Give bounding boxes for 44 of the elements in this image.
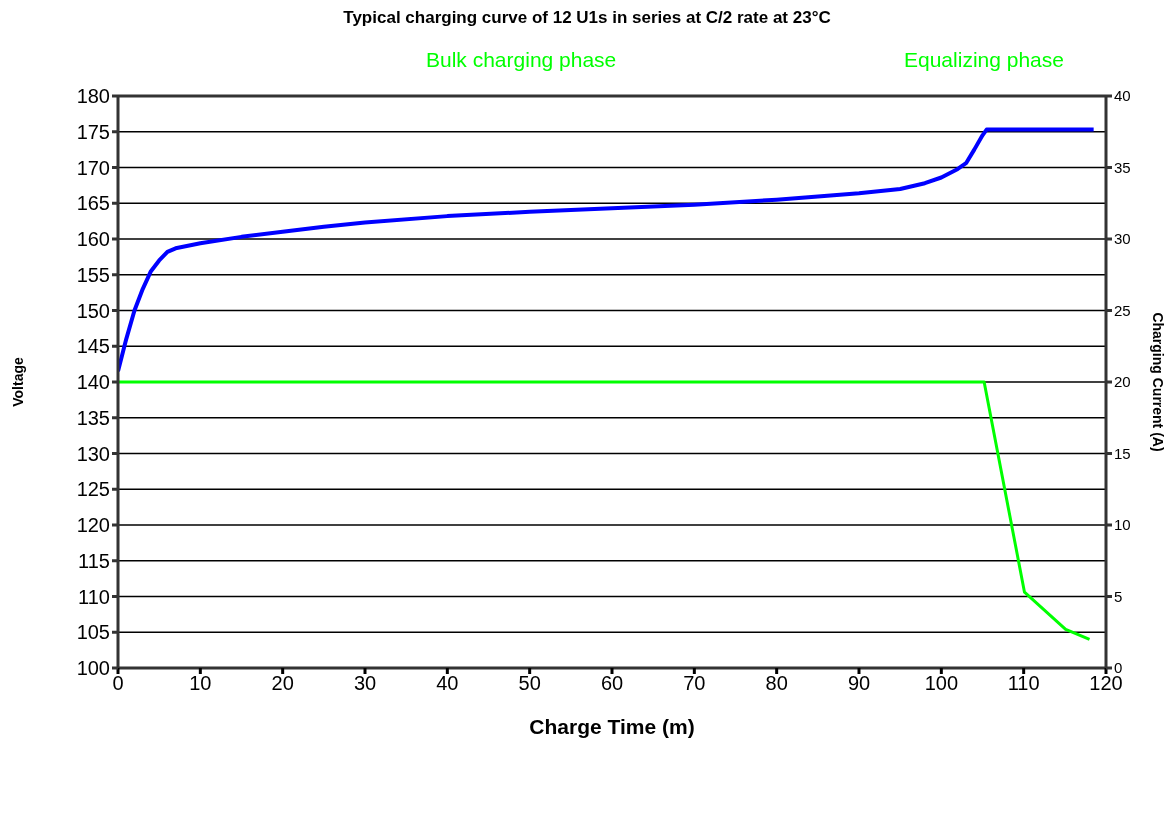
y2-tick-label: 40: [1114, 87, 1131, 105]
y-tick-label: 180: [76, 85, 110, 108]
y-tick-label: 100: [76, 657, 110, 680]
y-tick-label: 145: [76, 335, 110, 358]
y2-tick-label: 5: [1114, 587, 1123, 605]
x-tick-label: 20: [271, 672, 294, 695]
x-tick-label: 70: [683, 672, 706, 695]
x-tick-label: 30: [353, 672, 377, 695]
y-tick-label: 135: [76, 406, 110, 429]
y2-tick-label: 20: [1114, 373, 1131, 391]
y2-tick-label: 35: [1114, 158, 1131, 176]
y-tick-label: 150: [76, 299, 110, 322]
y-tick-label: 175: [76, 120, 110, 143]
y-tick-label: 130: [76, 442, 110, 465]
x-tick-label: 60: [600, 672, 624, 695]
chart-title: Typical charging curve of 12 U1s in series at C/2 rate at 23°C: [342, 8, 832, 29]
y-tick-label: 125: [76, 478, 110, 501]
x-tick-label: 40: [436, 672, 459, 695]
x-tick-label: 100: [924, 672, 959, 695]
y-tick-label: 105: [76, 621, 110, 644]
y-tick-label: 165: [76, 192, 110, 215]
y2-tick-label: 25: [1114, 301, 1131, 319]
x-axis-title: Charge Time (m): [529, 715, 695, 738]
y2-tick-label: 10: [1114, 516, 1131, 534]
y-tick-label: 170: [76, 156, 110, 179]
y2-tick-label: 15: [1114, 444, 1131, 462]
x-tick-label: 10: [189, 672, 212, 695]
x-tick-label: 80: [765, 672, 788, 695]
y-tick-label: 110: [78, 585, 110, 608]
y-axis-title: Voltage: [9, 357, 26, 407]
text: Equalizing phase: [904, 48, 1064, 72]
y-tick-label: 120: [76, 514, 110, 537]
x-tick-label: 0: [112, 672, 124, 695]
x-tick-label: 50: [518, 672, 541, 695]
y-tick-label: 140: [76, 371, 110, 394]
y-tick-label: 155: [76, 263, 110, 286]
y-tick-label: 160: [76, 228, 110, 251]
text: Bulk charging phase: [426, 48, 617, 72]
y2-axis-title: Charging Current (A): [1150, 312, 1167, 452]
y-tick-label: 115: [78, 549, 110, 572]
y2-tick-label: 30: [1114, 230, 1131, 248]
x-tick-label: 110: [1007, 672, 1040, 695]
x-tick-label: 90: [847, 672, 871, 695]
line-series: [118, 380, 1092, 641]
